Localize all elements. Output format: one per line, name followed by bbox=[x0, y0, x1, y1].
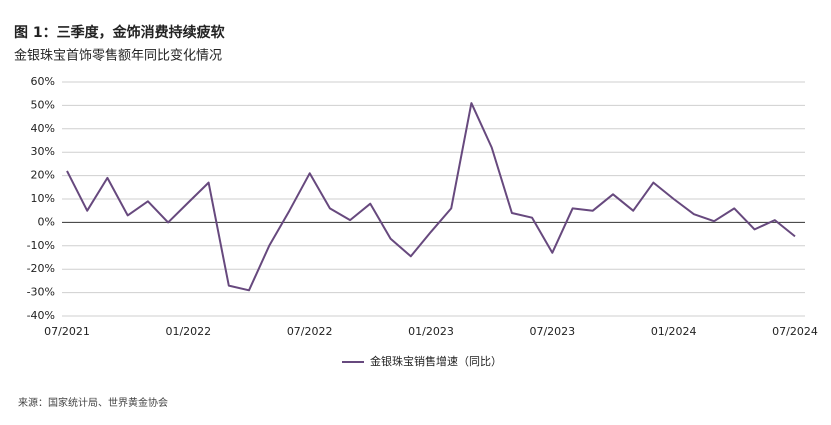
source-note: 来源：国家统计局、世界黄金协会 bbox=[18, 396, 168, 409]
x-tick-label: 01/2022 bbox=[165, 325, 211, 338]
legend-label: 金银珠宝销售增速（同比） bbox=[370, 354, 502, 368]
y-tick-label: -30% bbox=[27, 286, 55, 299]
x-tick-label: 07/2022 bbox=[287, 325, 333, 338]
x-tick-label: 07/2023 bbox=[529, 325, 575, 338]
series-line bbox=[66, 102, 796, 292]
y-tick-label: 10% bbox=[31, 192, 55, 205]
y-tick-label: 20% bbox=[31, 169, 55, 182]
y-tick-label: 60% bbox=[31, 75, 55, 88]
y-tick-label: 0% bbox=[38, 215, 55, 228]
chart-subtitle: 金银珠宝首饰零售额年同比变化情况 bbox=[14, 48, 222, 64]
y-tick-label: 30% bbox=[31, 145, 55, 158]
chart-title: 图 1：三季度，金饰消费持续疲软 bbox=[14, 24, 226, 41]
y-tick-label: 40% bbox=[31, 122, 55, 135]
x-tick-label: 07/2024 bbox=[772, 325, 818, 338]
y-tick-label: 50% bbox=[31, 98, 55, 111]
x-tick-label: 07/2021 bbox=[44, 325, 90, 338]
y-tick-label: -10% bbox=[27, 239, 55, 252]
x-tick-label: 01/2023 bbox=[408, 325, 454, 338]
x-tick-label: 01/2024 bbox=[651, 325, 697, 338]
y-tick-label: -40% bbox=[27, 309, 55, 322]
y-tick-label: -20% bbox=[27, 262, 55, 275]
